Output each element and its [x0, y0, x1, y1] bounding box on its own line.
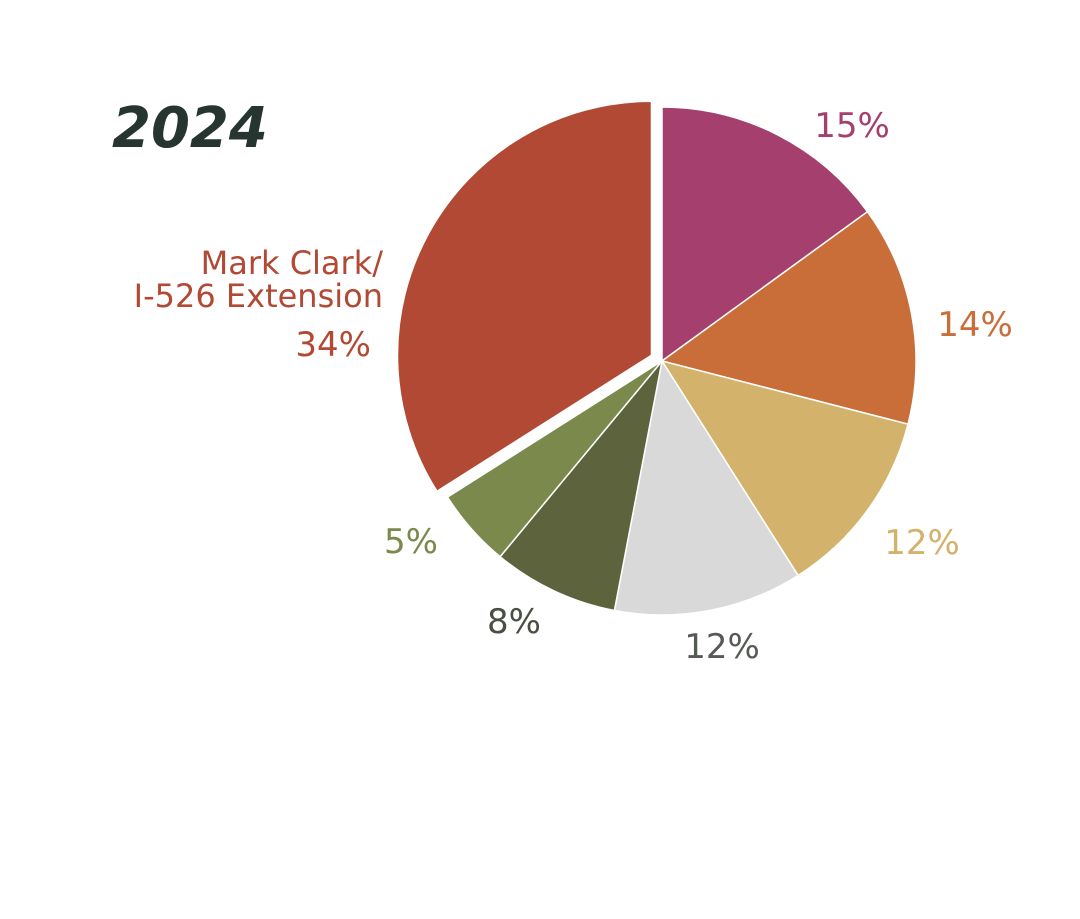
slice-value-label-1: 15%: [814, 106, 890, 146]
slice-value-label-7: 34%: [295, 325, 371, 365]
pie-slice-7: [396, 100, 653, 493]
pie-slice-4: [613, 358, 800, 616]
slice-value-label-6: 5%: [384, 522, 438, 562]
slice-value-label-4: 12%: [684, 627, 760, 667]
pie-slice-1: [661, 106, 869, 363]
slice-category-label-line-2: I-526 Extension: [134, 277, 383, 315]
pie-slice-6: [446, 360, 663, 558]
slice-value-label-5: 8%: [487, 602, 541, 642]
slice-value-label-2: 14%: [937, 305, 1013, 345]
slice-category-label-line-1: Mark Clark/: [201, 244, 384, 282]
pie-slice-2: [660, 210, 917, 426]
chart-title: 2024: [112, 96, 268, 161]
pie-slices: [396, 100, 917, 616]
pie-slice-5: [499, 360, 663, 612]
pie-slice-3: [660, 359, 909, 577]
pie-labels: 15% 14% 12% 12% 8% 5% 34% Mark Clark/I-526 Exte…: [134, 106, 1013, 667]
slice-value-label-3: 12%: [884, 523, 960, 563]
